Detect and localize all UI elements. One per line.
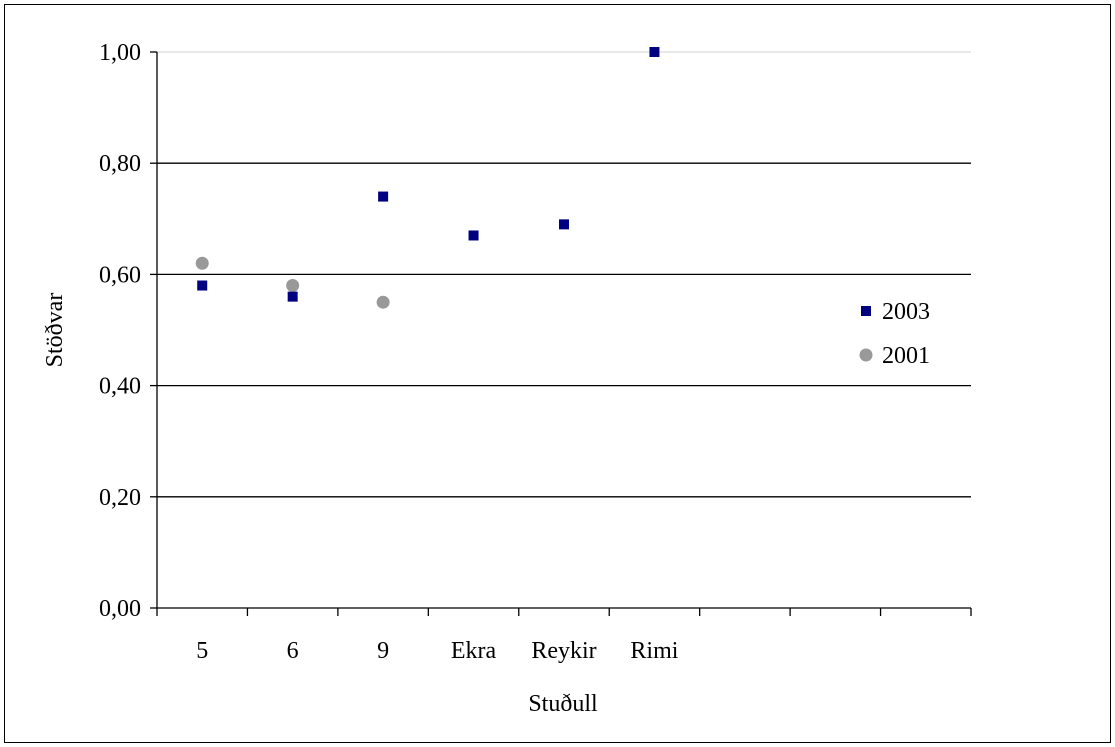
legend: 2003 2001 [859, 299, 930, 369]
x-tick-label: Reykir [531, 638, 596, 664]
point-2001 [286, 279, 300, 293]
y-axis-title: Stöðvar [42, 293, 68, 368]
point-2001 [376, 295, 390, 309]
point-2003 [559, 219, 569, 230]
y-tick-labels: 0,00 0,20 0,40 0,60 0,80 1,00 [99, 40, 157, 622]
legend-marker [859, 348, 873, 362]
x-tick-label: 6 [287, 638, 299, 664]
y-tick-label: 0,20 [99, 485, 141, 511]
axes [156, 52, 971, 609]
point-2003 [468, 230, 479, 241]
y-tick-label: 0,00 [99, 596, 141, 622]
x-tick-label: 5 [196, 638, 208, 664]
legend-item-2001: 2001 [859, 343, 930, 369]
gridlines [157, 51, 971, 498]
x-tick-label: Ekra [451, 638, 497, 664]
x-tick-labels: 5 6 9 Ekra Reykir Rimi [156, 608, 972, 664]
x-tick-label: Rimi [630, 638, 678, 664]
legend-marker [861, 306, 871, 316]
point-2003 [287, 291, 298, 302]
y-tick-label: 1,00 [99, 40, 141, 66]
x-axis-title: Stuðull [528, 691, 598, 717]
chart-frame [4, 4, 1111, 743]
point-2003 [649, 47, 660, 57]
x-tick-label: 9 [377, 638, 389, 664]
y-tick-label: 0,60 [99, 262, 141, 288]
point-2001 [195, 256, 209, 270]
y-tick-label: 0,40 [99, 374, 141, 400]
point-2003 [378, 191, 389, 202]
point-2003 [197, 280, 208, 291]
y-tick-label: 0,80 [99, 151, 141, 177]
legend-item-2003: 2003 [861, 299, 930, 325]
legend-label: 2001 [882, 343, 930, 369]
legend-label: 2003 [882, 299, 930, 325]
data-points [195, 47, 660, 309]
